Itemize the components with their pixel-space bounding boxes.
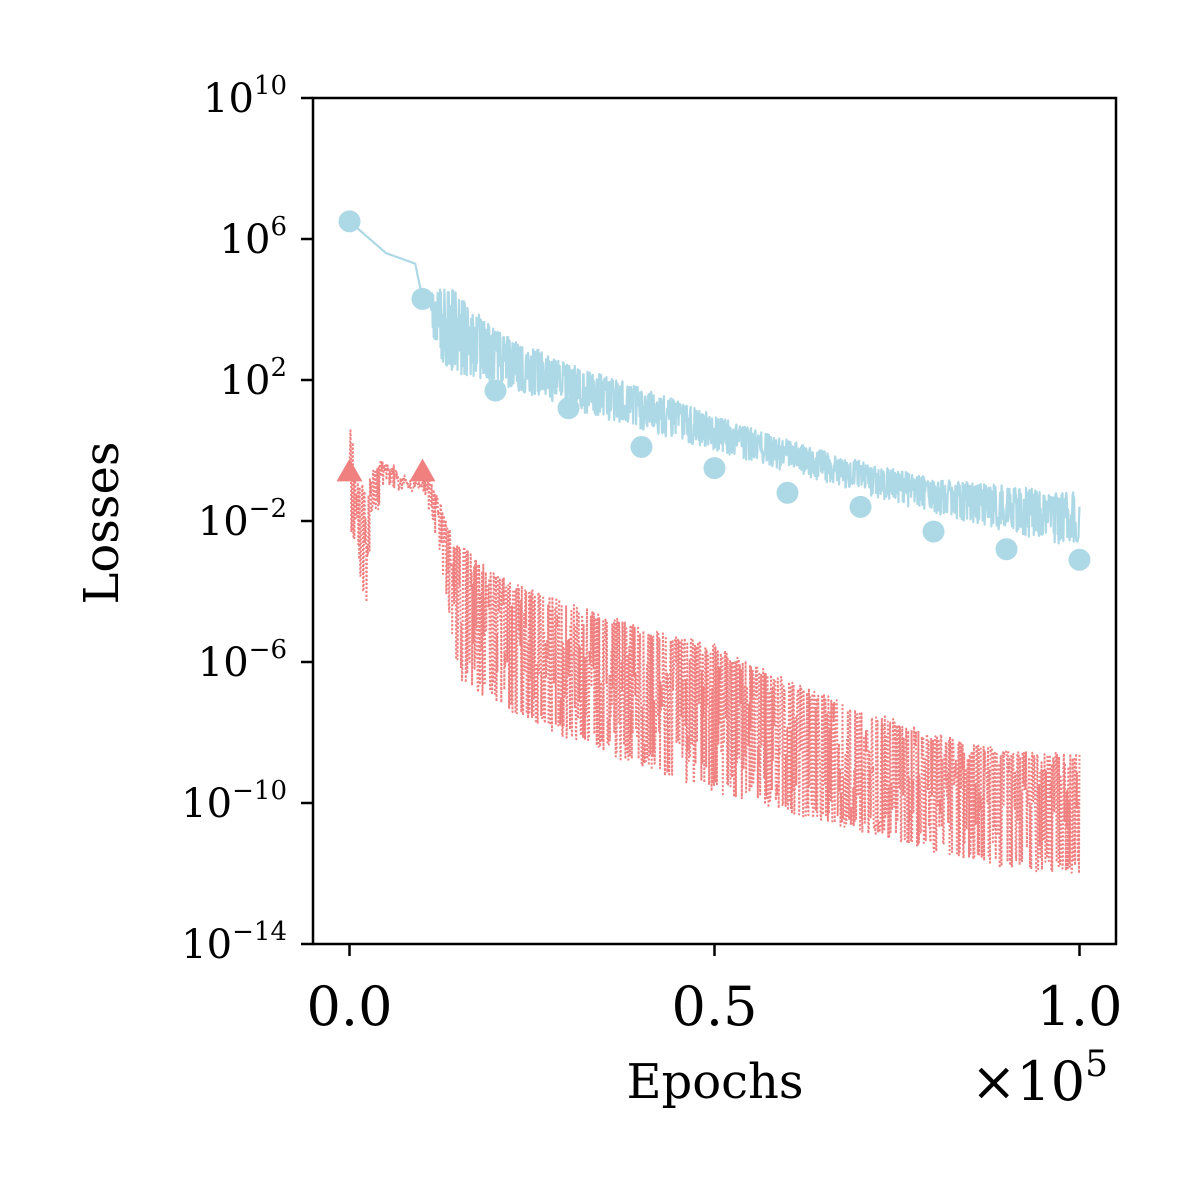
series-1: [338, 210, 1091, 571]
y-axis-label: Losses: [74, 441, 130, 604]
x-axis-label: Epochs: [626, 1054, 803, 1110]
series-1-marker: [630, 435, 653, 458]
series-1-marker: [776, 481, 799, 504]
y-axis-ticks: 1010 106 102 10−2 10−6 10−10 10−14: [181, 71, 313, 968]
x-tick-label: 1.0: [1037, 975, 1123, 1038]
series-1-marker: [411, 287, 434, 310]
y-tick-label: 1010: [203, 71, 287, 122]
x-tick-label: 0.0: [307, 975, 393, 1038]
series-2: [336, 429, 1081, 875]
series-1-marker: [922, 520, 945, 543]
series-1-marker: [849, 495, 872, 518]
x-offset-base: ×10: [971, 1050, 1085, 1113]
y-tick-label: 102: [220, 353, 287, 404]
x-offset-label: ×105: [971, 1044, 1108, 1113]
series-1-marker: [484, 379, 507, 402]
x-offset-exponent: 5: [1085, 1044, 1108, 1085]
series-1-line: [348, 220, 1081, 545]
y-tick-label: 106: [220, 212, 287, 263]
series-2-marker: [409, 458, 436, 482]
x-axis-ticks: 0.0 0.5 1.0: [307, 944, 1123, 1038]
series-2-marker: [336, 458, 363, 482]
y-tick-label: 10−14: [181, 917, 287, 968]
series-1-marker: [338, 210, 361, 233]
series-1-marker: [703, 457, 726, 480]
plot-area: [336, 210, 1091, 875]
series-2-line: [348, 429, 1081, 875]
y-tick-label: 10−6: [198, 635, 287, 686]
series-1-marker: [557, 397, 580, 420]
y-tick-label: 10−2: [198, 494, 287, 545]
y-tick-label: 10−10: [181, 776, 287, 827]
series-1-marker: [995, 538, 1018, 561]
series-1-marker: [1068, 548, 1091, 571]
x-tick-label: 0.5: [672, 975, 758, 1038]
